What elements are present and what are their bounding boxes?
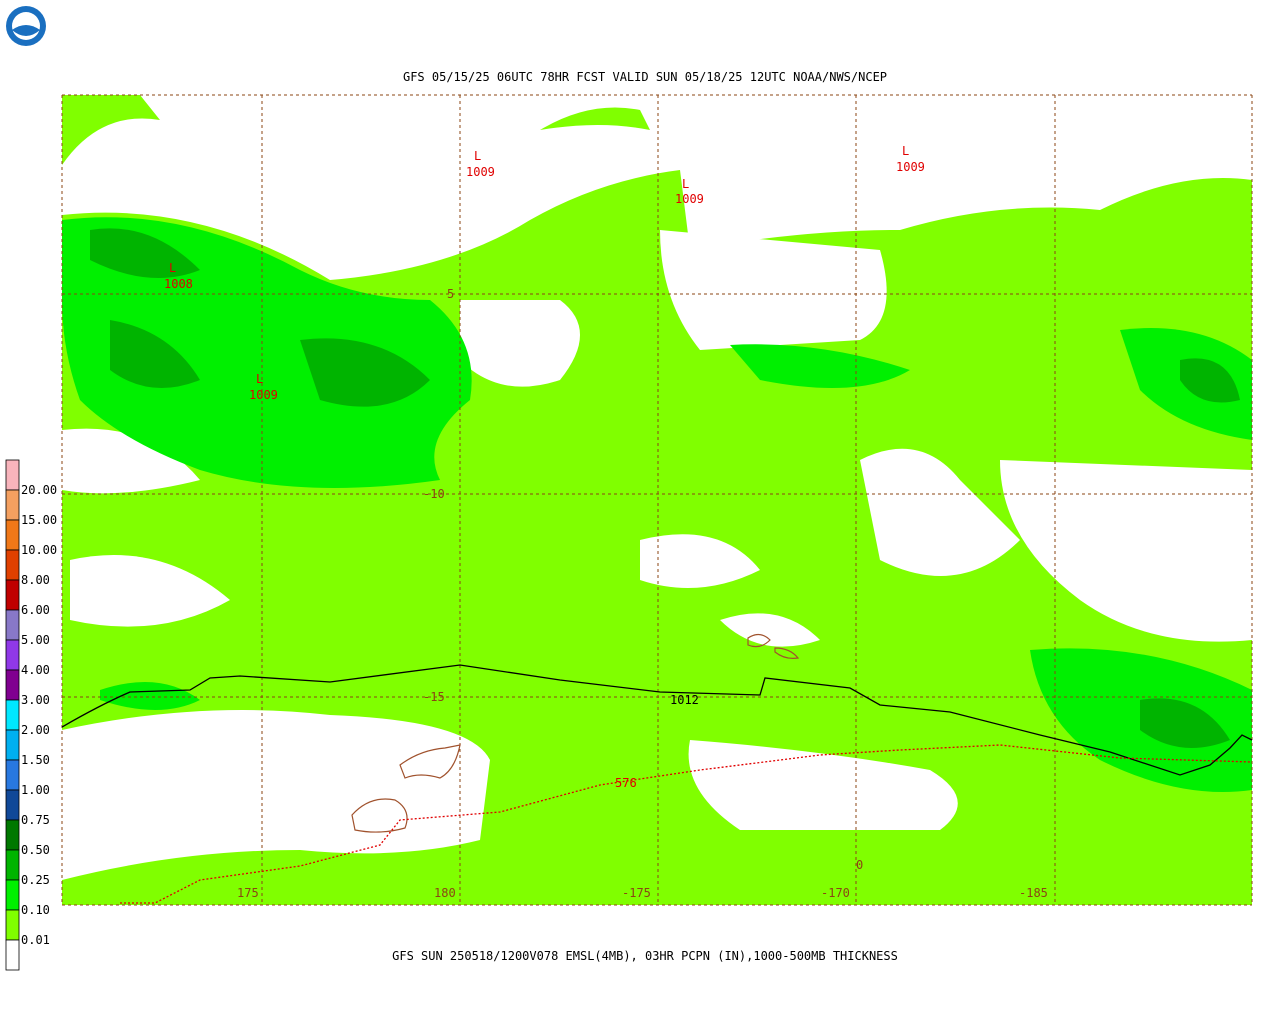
- precip-field: [62, 95, 1252, 905]
- legend-swatch: [5, 729, 20, 761]
- legend-label: 0.25: [21, 873, 50, 887]
- lon-label: 175: [237, 886, 259, 900]
- legend-swatch: [5, 609, 20, 641]
- legend-swatch: [5, 939, 20, 971]
- low-symbol: L: [902, 144, 909, 158]
- lat-label: -15: [423, 690, 445, 704]
- legend-swatch: [5, 819, 20, 851]
- noaa-logo: [6, 6, 46, 46]
- graticule: [61, 94, 1253, 906]
- contour-1012: [61, 664, 1253, 776]
- lon-label: -175: [622, 886, 651, 900]
- legend-swatch: [5, 639, 20, 671]
- legend-label: 0.50: [21, 843, 50, 857]
- legend-swatch: [5, 909, 20, 941]
- legend: 20.00 15.00 10.00 8.00 6.00 5.00 4.00 3.00 2.00 1…: [5, 459, 57, 971]
- legend-swatch: [5, 549, 20, 581]
- low-pressure-label: 1009: [466, 165, 495, 179]
- low-pressure-label: 1009: [896, 160, 925, 174]
- map-title: GFS 05/15/25 06UTC 78HR FCST VALID SUN 0…: [403, 70, 887, 84]
- low-pressure-label: 1008: [164, 277, 193, 291]
- legend-swatch: [5, 519, 20, 551]
- legend-label: 8.00: [21, 573, 50, 587]
- legend-swatch: [5, 759, 20, 791]
- legend-label: 0.75: [21, 813, 50, 827]
- legend-swatch: [5, 669, 20, 701]
- legend-swatch: [5, 489, 20, 521]
- contour-label: 576: [615, 776, 637, 790]
- lat-label: -10: [423, 487, 445, 501]
- lon-label: 180: [434, 886, 456, 900]
- legend-label: 0.01: [21, 933, 50, 947]
- map-caption: GFS SUN 250518/1200V078 EMSL(4MB), 03HR …: [392, 949, 898, 963]
- legend-label: 10.00: [21, 543, 57, 557]
- legend-label: 4.00: [21, 663, 50, 677]
- legend-label: 20.00: [21, 483, 57, 497]
- contour-label: 1012: [670, 693, 699, 707]
- legend-swatch: [5, 459, 20, 491]
- low-symbol: L: [474, 149, 481, 163]
- legend-label: 5.00: [21, 633, 50, 647]
- lon-label: -185: [1019, 886, 1048, 900]
- legend-label: 15.00: [21, 513, 57, 527]
- legend-swatch: [5, 699, 20, 731]
- legend-label: 1.00: [21, 783, 50, 797]
- legend-swatch: [5, 879, 20, 911]
- legend-label: 2.00: [21, 723, 50, 737]
- legend-label: 6.00: [21, 603, 50, 617]
- lon-label: -170: [821, 886, 850, 900]
- low-pressure-label: 1009: [675, 192, 704, 206]
- legend-swatch: [5, 579, 20, 611]
- coastlines: [351, 633, 800, 833]
- low-symbol: L: [682, 177, 689, 191]
- legend-label: 1.50: [21, 753, 50, 767]
- contour-576: [120, 744, 1253, 904]
- legend-label: 3.00: [21, 693, 50, 707]
- low-symbol: L: [169, 261, 176, 275]
- legend-swatch: [5, 789, 20, 821]
- legend-label: 0.10: [21, 903, 50, 917]
- contour-label: 0: [856, 858, 863, 872]
- legend-swatch: [5, 849, 20, 881]
- lat-label: 5: [447, 287, 454, 301]
- low-symbol: L: [256, 372, 263, 386]
- low-pressure-label: 1009: [249, 388, 278, 402]
